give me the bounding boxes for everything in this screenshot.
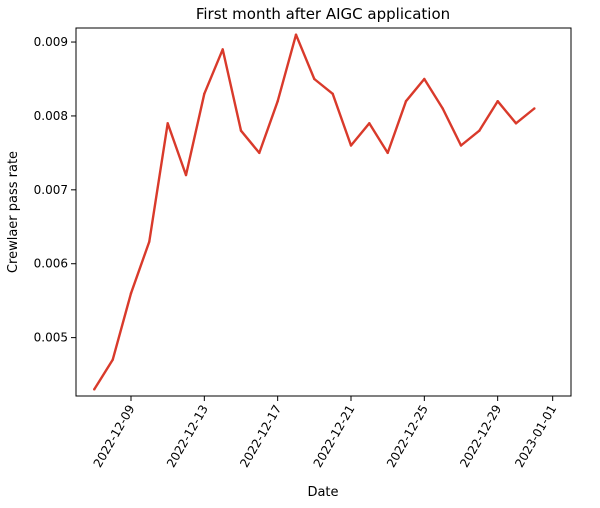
x-tick-label: 2022-12-13 bbox=[164, 403, 211, 470]
data-point bbox=[166, 122, 168, 124]
y-axis-label: Crewlaer pass rate bbox=[6, 151, 21, 273]
data-point bbox=[478, 130, 480, 132]
data-point bbox=[496, 100, 498, 102]
data-point bbox=[515, 122, 517, 124]
data-point bbox=[148, 240, 150, 242]
data-point bbox=[130, 292, 132, 294]
y-axis: 0.005 0.006 0.007 0.008 0.009 bbox=[34, 35, 76, 345]
x-tick-label: 2022-12-25 bbox=[384, 403, 431, 470]
chart-title: First month after AIGC application bbox=[196, 5, 450, 23]
data-point bbox=[405, 100, 407, 102]
x-tick-label: 2022-12-29 bbox=[457, 403, 504, 470]
series-group bbox=[93, 33, 535, 390]
y-tick-label: 0.006 bbox=[34, 257, 68, 271]
data-point bbox=[203, 93, 205, 95]
data-point bbox=[295, 33, 297, 35]
x-tick-label: 2022-12-09 bbox=[91, 403, 138, 470]
data-point bbox=[240, 130, 242, 132]
y-tick-label: 0.005 bbox=[34, 331, 68, 345]
data-point bbox=[93, 388, 95, 390]
data-point bbox=[533, 107, 535, 109]
x-tick-label: 2022-12-21 bbox=[311, 403, 358, 470]
data-point bbox=[111, 359, 113, 361]
data-point bbox=[221, 48, 223, 50]
data-point bbox=[423, 78, 425, 80]
data-point bbox=[276, 100, 278, 102]
data-point bbox=[386, 152, 388, 154]
y-tick-label: 0.007 bbox=[34, 183, 68, 197]
data-point bbox=[313, 78, 315, 80]
data-point bbox=[331, 93, 333, 95]
data-point bbox=[441, 107, 443, 109]
x-tick-label: 2022-12-17 bbox=[237, 403, 284, 470]
data-point bbox=[460, 144, 462, 146]
data-point bbox=[185, 174, 187, 176]
x-axis-label: Date bbox=[307, 485, 338, 500]
x-axis: 2022-12-09 2022-12-13 2022-12-17 2022-12-21… bbox=[91, 396, 560, 470]
y-tick-label: 0.008 bbox=[34, 109, 68, 123]
data-point bbox=[368, 122, 370, 124]
data-point bbox=[258, 152, 260, 154]
x-tick-label: 2023-01-01 bbox=[512, 403, 559, 470]
series-line bbox=[94, 35, 534, 390]
y-tick-label: 0.009 bbox=[34, 35, 68, 49]
plot-area bbox=[76, 28, 571, 396]
data-point bbox=[350, 144, 352, 146]
